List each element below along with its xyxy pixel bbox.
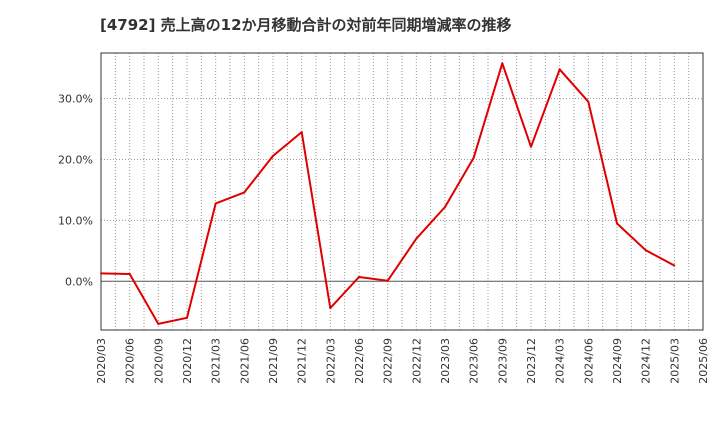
x-tick-label: 2022/09 — [382, 338, 395, 384]
x-tick-label: 2020/06 — [124, 338, 137, 384]
grid-layer — [100, 53, 704, 330]
data-point — [444, 206, 446, 209]
x-tick-label: 2022/03 — [324, 338, 337, 384]
plot-frame — [100, 52, 704, 331]
y-tick-label: 0.0% — [65, 275, 93, 288]
x-tick-label: 2020/09 — [152, 338, 165, 384]
x-tick-label: 2022/06 — [353, 338, 366, 384]
x-tick-label: 2023/09 — [496, 338, 509, 384]
data-point — [644, 249, 647, 252]
data-point — [214, 202, 217, 205]
data-point — [616, 222, 618, 225]
x-tick-label: 2023/03 — [439, 338, 452, 384]
data-point — [100, 272, 102, 275]
x-tick-label: 2024/09 — [611, 338, 624, 384]
data-point — [157, 322, 160, 325]
x-tick-label: 2025/06 — [697, 338, 710, 384]
x-tick-label: 2021/03 — [210, 338, 223, 384]
x-tick-label: 2024/06 — [582, 338, 595, 384]
data-point — [243, 191, 246, 194]
x-tick-label: 2020/03 — [95, 338, 108, 384]
data-point — [186, 316, 188, 319]
x-tick-label: 2023/06 — [468, 338, 481, 384]
x-tick-label: 2020/12 — [181, 338, 194, 384]
data-point — [673, 264, 676, 267]
axis-layer — [100, 52, 704, 331]
x-tick-label: 2021/09 — [267, 338, 280, 384]
data-point — [415, 237, 418, 240]
x-tick-label: 2024/03 — [554, 338, 567, 384]
x-tick-label: 2021/12 — [296, 338, 309, 384]
data-point — [358, 276, 360, 279]
data-point — [472, 156, 475, 159]
x-tick-label: 2024/12 — [640, 338, 653, 384]
data-point — [558, 68, 561, 71]
data-point — [587, 100, 590, 103]
x-tick-label: 2025/03 — [668, 338, 681, 384]
data-point — [300, 131, 303, 134]
series-layer — [100, 62, 676, 325]
data-point — [272, 154, 274, 157]
data-point — [128, 272, 131, 275]
y-tick-label: 20.0% — [58, 154, 93, 167]
data-point — [329, 307, 332, 310]
y-tick-label: 30.0% — [58, 93, 93, 106]
y-tick-label: 10.0% — [58, 214, 93, 227]
x-tick-label: 2021/06 — [238, 338, 251, 384]
x-tick-label: 2023/12 — [525, 338, 538, 384]
label-layer: 0.0% 10.0% 20.0% 30.0% 2020/03 2020/06 2020/09… — [58, 93, 710, 384]
chart-title: [4792] 売上高の12か月移動合計の対前年同期増減率の推移 — [100, 16, 512, 34]
data-point — [501, 62, 504, 65]
data-point — [386, 279, 389, 282]
data-point — [530, 145, 532, 148]
x-tick-label: 2022/12 — [410, 338, 423, 384]
